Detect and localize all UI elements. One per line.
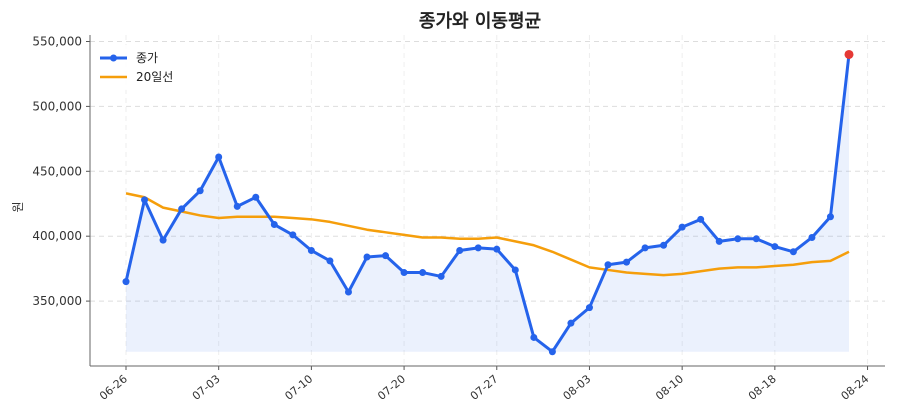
close-point	[400, 269, 408, 277]
close-point	[141, 196, 149, 204]
close-point	[474, 244, 482, 252]
close-point	[808, 233, 816, 241]
close-point	[789, 248, 797, 256]
close-point	[344, 288, 352, 296]
x-tick-label: 06-26	[97, 372, 130, 403]
x-tick-label: 08-18	[746, 372, 779, 403]
close-point	[456, 246, 464, 254]
x-tick-label: 07-10	[282, 372, 315, 403]
close-point	[252, 193, 260, 201]
legend-box	[95, 45, 175, 90]
y-tick-label: 550,000	[32, 34, 82, 48]
y-axis-label: 원	[11, 201, 25, 212]
close-point	[697, 215, 705, 223]
close-point	[419, 269, 427, 277]
close-point	[660, 241, 668, 249]
ma20-line	[125, 192, 850, 277]
x-tick-label: 07-27	[468, 372, 501, 403]
close-point	[437, 272, 445, 280]
close-point	[641, 244, 649, 252]
legend: 종가 20일선	[95, 45, 175, 90]
close-point	[382, 252, 390, 260]
x-tick-label: 08-24	[839, 372, 872, 403]
y-tick-label: 500,000	[32, 99, 82, 113]
close-point	[363, 253, 371, 261]
close-point	[734, 235, 742, 243]
close-point	[178, 205, 186, 213]
close-point	[159, 236, 167, 244]
legend-label: 종가	[136, 51, 158, 65]
last-close-point	[844, 49, 854, 59]
legend-label: 20일선	[136, 70, 173, 84]
close-point	[326, 257, 334, 265]
close-point	[771, 243, 779, 251]
x-tick-label: 08-03	[561, 372, 594, 403]
y-tick-label: 450,000	[32, 164, 82, 178]
y-tick-label: 400,000	[32, 229, 82, 243]
x-tick-label: 08-10	[653, 372, 686, 403]
close-point	[567, 319, 575, 327]
close-point	[585, 304, 593, 312]
area-fill-layer	[126, 54, 849, 352]
x-tick-label: 07-20	[375, 372, 408, 403]
close-point	[511, 266, 519, 274]
close-point	[307, 246, 315, 254]
close-point	[826, 213, 834, 221]
close-point	[196, 187, 204, 195]
close-point	[122, 278, 130, 286]
legend-marker	[110, 54, 117, 62]
close-point	[493, 245, 501, 253]
x-tick-label: 07-03	[190, 372, 223, 403]
close-point	[289, 231, 297, 239]
close-point	[604, 261, 612, 269]
grid	[90, 35, 885, 366]
y-tick-label: 350,000	[32, 294, 82, 308]
close-point	[548, 348, 556, 356]
close-point	[270, 221, 278, 229]
close-point	[752, 235, 760, 243]
series-layer	[122, 49, 854, 356]
close-point	[530, 333, 538, 341]
close-point	[715, 237, 723, 245]
close-point	[215, 153, 223, 161]
close-line	[124, 54, 851, 354]
close-point	[678, 223, 686, 231]
close-area-fill	[126, 54, 849, 352]
close-point	[623, 258, 631, 266]
chart-title: 종가와 이동평균	[419, 11, 541, 32]
close-point	[233, 202, 241, 210]
